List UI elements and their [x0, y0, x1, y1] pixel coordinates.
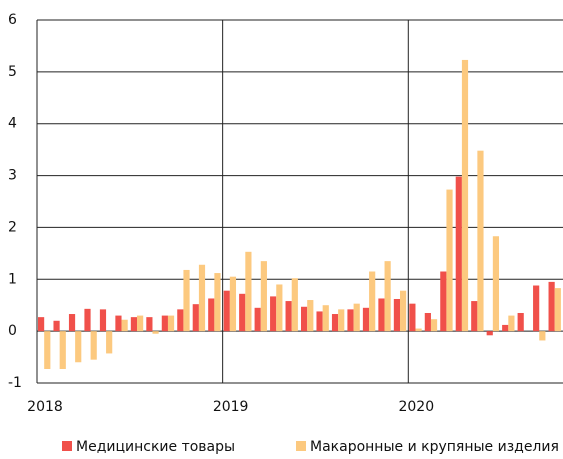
bar — [239, 293, 246, 332]
bar — [477, 150, 484, 332]
bar — [316, 311, 323, 332]
bar — [53, 320, 60, 332]
legend-label: Макаронные и крупяные изделия — [310, 439, 559, 455]
bar — [260, 261, 267, 332]
bar — [75, 331, 82, 363]
bar — [38, 317, 45, 332]
bar — [301, 306, 308, 332]
bar — [146, 317, 153, 332]
bar — [276, 284, 283, 332]
bar — [492, 236, 500, 332]
bar — [68, 314, 76, 332]
bar — [198, 264, 206, 332]
x-tick-label: 2018 — [27, 399, 63, 415]
bar — [446, 189, 453, 332]
y-tick-label: 5 — [8, 64, 17, 80]
bar — [291, 278, 298, 332]
bar — [353, 303, 360, 332]
bar — [208, 298, 215, 332]
bar — [167, 315, 175, 332]
bar — [137, 315, 144, 332]
bar — [270, 296, 277, 332]
bar — [502, 324, 509, 332]
bar — [285, 301, 292, 332]
y-tick-label: 4 — [8, 116, 17, 132]
bar — [486, 331, 493, 336]
bar — [214, 273, 221, 332]
bar — [90, 331, 97, 360]
y-tick-label: -1 — [8, 375, 22, 391]
y-tick-label: 0 — [8, 323, 17, 339]
bar — [115, 315, 122, 332]
legend-swatch — [62, 441, 72, 451]
bar — [130, 317, 138, 332]
bar — [400, 290, 407, 332]
bar — [533, 285, 540, 332]
bar — [106, 331, 113, 354]
bar — [362, 307, 370, 332]
bar — [152, 331, 159, 334]
y-tick-label: 2 — [8, 219, 17, 235]
bar — [121, 319, 128, 332]
bar — [384, 261, 391, 332]
bar — [307, 300, 314, 332]
x-tick-label: 2019 — [213, 399, 249, 415]
bar — [471, 301, 478, 332]
x-tick-label: 2020 — [398, 399, 434, 415]
bar — [393, 298, 401, 332]
bar — [245, 251, 252, 332]
bar — [254, 307, 261, 332]
bar — [409, 303, 416, 332]
legend-swatch — [296, 441, 306, 451]
bar — [508, 315, 515, 332]
bar — [415, 328, 422, 332]
bar — [84, 308, 91, 332]
bar — [369, 271, 376, 332]
bar — [99, 309, 107, 332]
legend-label: Медицинские товары — [76, 439, 235, 455]
bar — [539, 331, 546, 341]
bar — [378, 298, 385, 332]
bar — [59, 331, 66, 369]
y-tick-label: 6 — [8, 12, 17, 28]
bar — [177, 309, 184, 332]
bar — [554, 288, 561, 332]
bar — [347, 309, 354, 332]
bar — [338, 309, 345, 332]
bar — [455, 176, 462, 332]
bar — [440, 271, 447, 332]
bar — [461, 59, 469, 332]
bar — [322, 305, 329, 332]
bar — [548, 281, 555, 332]
bar — [161, 315, 168, 332]
bar — [517, 312, 524, 332]
bar — [430, 319, 438, 332]
bar — [229, 276, 237, 332]
bar — [223, 290, 230, 332]
bar — [183, 269, 190, 332]
bar — [331, 314, 339, 332]
y-tick-label: 3 — [8, 168, 17, 184]
bar — [192, 304, 199, 332]
bar — [424, 312, 431, 332]
y-tick-label: 1 — [8, 271, 17, 287]
bar — [44, 331, 51, 369]
